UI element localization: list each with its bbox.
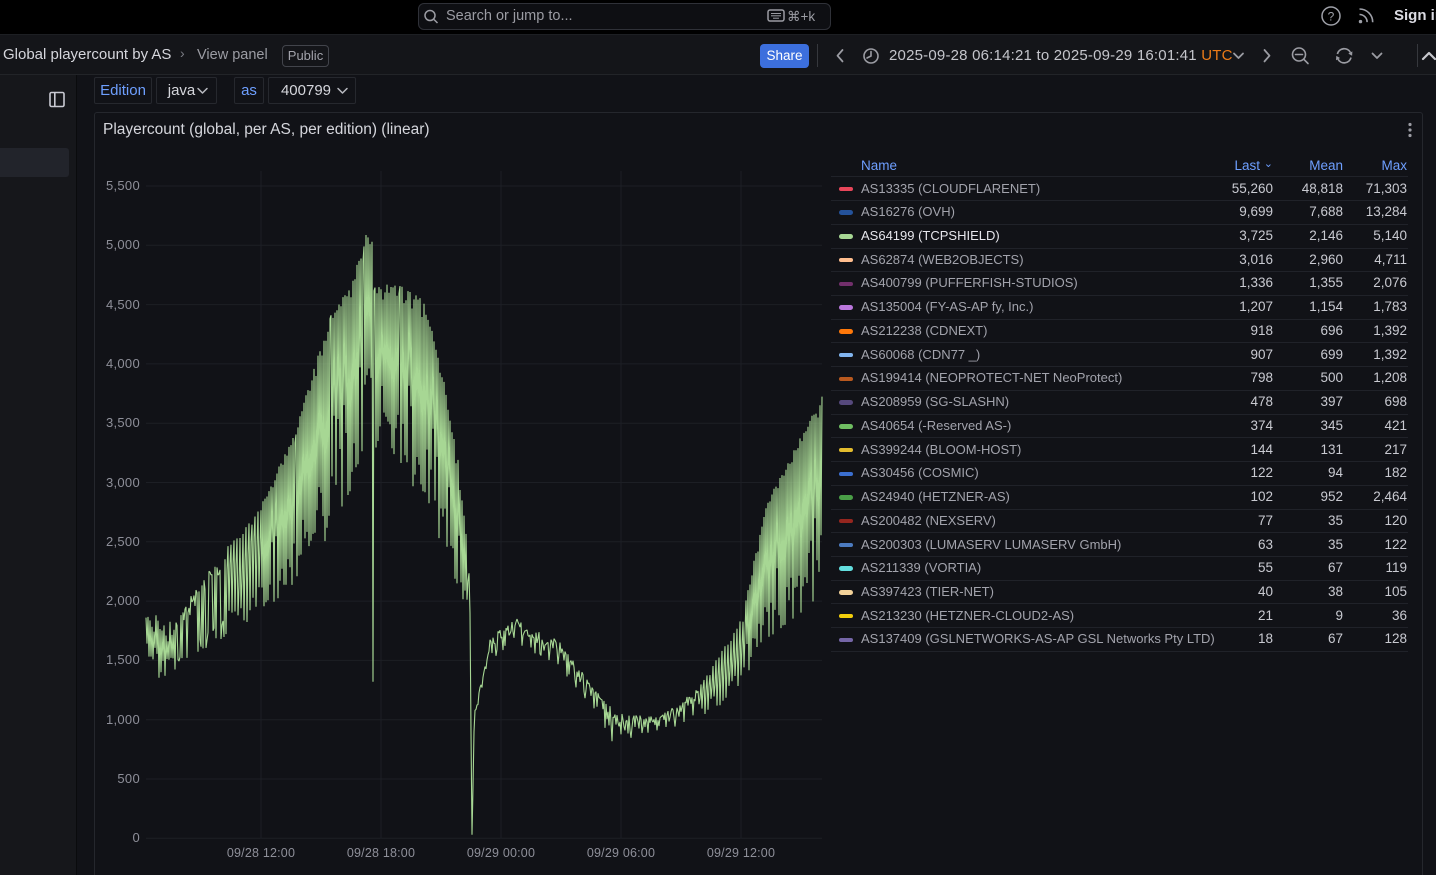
svg-text:?: ? xyxy=(1328,10,1335,24)
